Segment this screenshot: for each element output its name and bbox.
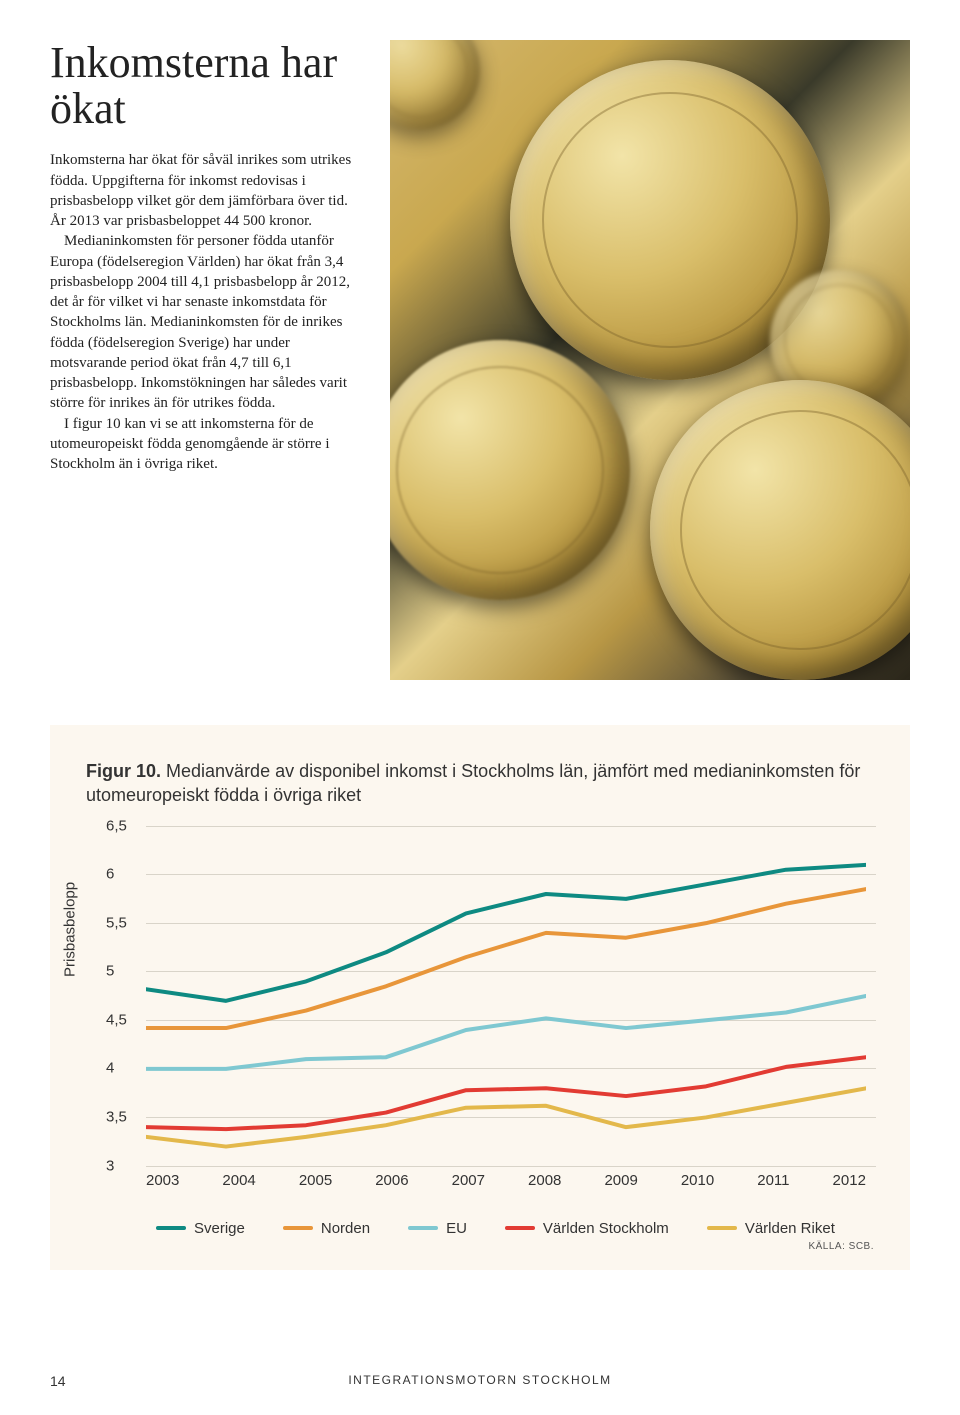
- x-tick-label: 2011: [757, 1172, 789, 1189]
- legend-label: Världen Stockholm: [543, 1220, 669, 1237]
- x-tick-label: 2009: [604, 1172, 637, 1189]
- body-text: Inkomsterna har ökat för såväl inrikes s…: [50, 150, 360, 474]
- page: Inkomsterna har ökat Inkomsterna har öka…: [0, 0, 960, 1270]
- series-line: [146, 889, 866, 1028]
- legend-item: Sverige: [156, 1220, 245, 1237]
- legend-item: Världen Riket: [707, 1220, 835, 1237]
- x-tick-label: 2010: [681, 1172, 714, 1189]
- coin-decor: [650, 380, 910, 680]
- coin-decor: [390, 40, 480, 130]
- x-tick-label: 2007: [452, 1172, 485, 1189]
- chart-panel: Figur 10. Medianvärde av disponibel inko…: [50, 725, 910, 1270]
- series-line: [146, 1057, 866, 1129]
- x-tick-label: 2008: [528, 1172, 561, 1189]
- coin-decor: [390, 340, 630, 600]
- x-tick-label: 2003: [146, 1172, 179, 1189]
- text-column: Inkomsterna har ökat Inkomsterna har öka…: [50, 40, 360, 680]
- x-tick-label: 2005: [299, 1172, 332, 1189]
- legend-label: EU: [446, 1220, 467, 1237]
- y-tick-label: 5: [106, 963, 114, 980]
- series-line: [146, 996, 866, 1069]
- series-line: [146, 1088, 866, 1146]
- paragraph-3: I figur 10 kan vi se att inkomsterna för…: [50, 414, 360, 475]
- chart-caption: Figur 10. Medianvärde av disponibel inko…: [86, 759, 874, 808]
- footer-title: INTEGRATIONSMOTORN STOCKHOLM: [348, 1373, 611, 1387]
- paragraph-1: Inkomsterna har ökat för såväl inrikes s…: [50, 152, 351, 229]
- y-axis-label: Prisbasbelopp: [62, 882, 79, 977]
- chart-source: KÄLLA: SCB.: [86, 1241, 874, 1252]
- top-section: Inkomsterna har ökat Inkomsterna har öka…: [50, 40, 910, 680]
- legend-swatch: [283, 1226, 313, 1230]
- y-tick-label: 3,5: [106, 1109, 127, 1126]
- legend-item: Världen Stockholm: [505, 1220, 669, 1237]
- legend-swatch: [707, 1226, 737, 1230]
- x-tick-label: 2006: [375, 1172, 408, 1189]
- hero-image-coins: [390, 40, 910, 680]
- legend-swatch: [505, 1226, 535, 1230]
- paragraph-2: Medianinkomsten för personer födda utanf…: [50, 231, 360, 413]
- y-tick-label: 3: [106, 1157, 114, 1174]
- y-tick-label: 6,5: [106, 817, 127, 834]
- y-tick-label: 6: [106, 866, 114, 883]
- chart-legend: Sverige Norden EU Världen Stockholm Världen …: [156, 1220, 874, 1237]
- y-tick-label: 4: [106, 1060, 114, 1077]
- gridline: [146, 1166, 876, 1167]
- y-tick-label: 5,5: [106, 914, 127, 931]
- chart-area: Prisbasbelopp 6,565,554,543,53 200320042…: [96, 826, 876, 1206]
- page-number: 14: [50, 1373, 66, 1389]
- x-tick-label: 2012: [833, 1172, 866, 1189]
- x-ticks: 2003 2004 2005 2006 2007 2008 2009 2010 2011 2012: [146, 1172, 866, 1189]
- chart-caption-text: Medianvärde av disponibel inkomst i Stoc…: [86, 761, 860, 805]
- chart-caption-label: Figur 10.: [86, 761, 161, 781]
- x-tick-label: 2004: [222, 1172, 255, 1189]
- legend-label: Norden: [321, 1220, 370, 1237]
- page-footer: 14 INTEGRATIONSMOTORN STOCKHOLM: [50, 1373, 910, 1389]
- series-line: [146, 864, 866, 1000]
- legend-swatch: [408, 1226, 438, 1230]
- legend-item: Norden: [283, 1220, 370, 1237]
- page-title: Inkomsterna har ökat: [50, 40, 360, 132]
- y-tick-label: 4,5: [106, 1011, 127, 1028]
- line-chart: [146, 826, 866, 1166]
- legend-label: Världen Riket: [745, 1220, 835, 1237]
- legend-item: EU: [408, 1220, 467, 1237]
- legend-swatch: [156, 1226, 186, 1230]
- legend-label: Sverige: [194, 1220, 245, 1237]
